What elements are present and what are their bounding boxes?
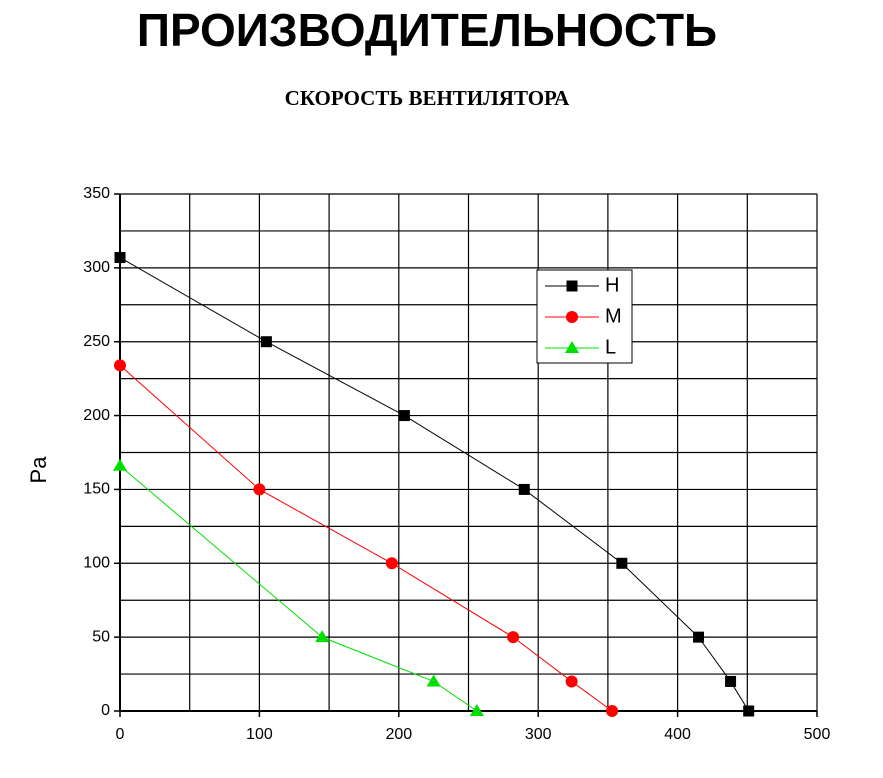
- marker: [253, 483, 266, 496]
- legend-marker: [566, 280, 578, 292]
- x-tick-label: 0: [116, 726, 125, 743]
- marker: [606, 705, 619, 717]
- marker: [616, 557, 628, 569]
- x-tick-label: 500: [804, 726, 831, 743]
- marker: [114, 359, 126, 372]
- y-tick-label: 100: [83, 555, 110, 572]
- marker: [565, 675, 578, 688]
- marker: [260, 336, 272, 348]
- y-tick-label: 0: [101, 702, 110, 719]
- marker: [385, 557, 398, 570]
- y-tick-label: 250: [83, 333, 110, 350]
- marker: [518, 483, 530, 495]
- y-tick-label: 50: [92, 628, 110, 645]
- legend-label: L: [605, 336, 616, 358]
- series-line: [119, 364, 613, 712]
- marker: [426, 674, 441, 687]
- marker: [725, 675, 737, 687]
- x-tick-label: 100: [246, 726, 273, 743]
- series-line: [119, 257, 750, 712]
- marker: [743, 705, 755, 717]
- y-tick-label: 300: [83, 259, 110, 276]
- chart-subtitle: СКОРОСТЬ ВЕНТИЛЯТОРА: [285, 86, 571, 110]
- marker: [693, 631, 705, 643]
- x-tick-label: 300: [525, 726, 552, 743]
- marker: [507, 631, 520, 644]
- legend-marker: [565, 341, 579, 353]
- y-axis-label: Pa: [26, 456, 51, 484]
- legend-label: M: [605, 305, 622, 327]
- legend-label: H: [605, 274, 619, 296]
- chart-title: ПРОИЗВОДИТЕЛЬНОСТЬ: [137, 4, 717, 56]
- y-tick-label: 200: [83, 407, 110, 424]
- marker: [113, 458, 127, 471]
- legend-marker: [566, 311, 578, 323]
- marker: [398, 410, 410, 422]
- marker: [469, 704, 484, 716]
- marker: [315, 630, 330, 643]
- y-tick-label: 150: [83, 481, 110, 498]
- x-tick-label: 400: [664, 726, 691, 743]
- x-tick-label: 200: [385, 726, 412, 743]
- y-tick-label: 350: [83, 185, 110, 202]
- series-line: [119, 465, 478, 712]
- marker: [114, 252, 126, 264]
